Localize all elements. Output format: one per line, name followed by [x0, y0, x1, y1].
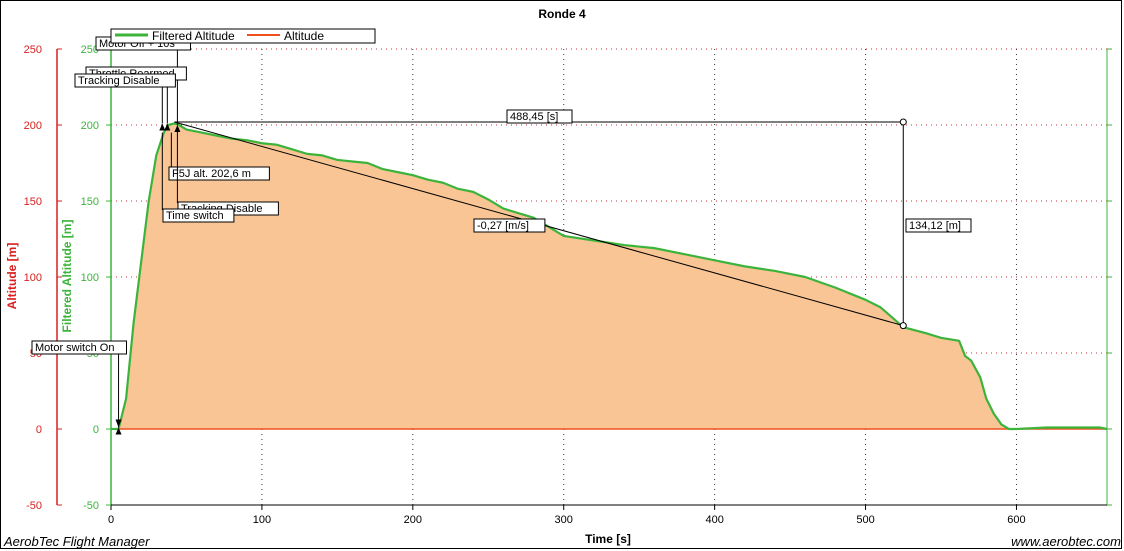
tracking-disable-top-arrow	[159, 123, 166, 131]
y-tick-label-filtered: 250	[81, 44, 99, 56]
y-tick-label-altitude: -50	[26, 500, 42, 512]
x-tick-label: 600	[1007, 514, 1025, 526]
footer-app-name: AerobTec Flight Manager	[4, 534, 150, 549]
y-tick-label-altitude: 0	[36, 424, 42, 436]
y-tick-label-altitude: 100	[24, 272, 42, 284]
label-motor-switch-on: Motor switch On	[31, 340, 127, 355]
label-time-switch-box	[162, 208, 235, 223]
legend-label-filtered: Filtered Altitude	[152, 29, 235, 43]
y-axis-label-altitude: Altitude [m]	[5, 243, 19, 310]
legend-box	[110, 28, 376, 44]
label-f5j-alt: F5J alt. 202,6 m	[168, 166, 270, 181]
label-motor-switch-on-box	[31, 340, 127, 355]
label-f5j-alt-box	[168, 166, 270, 181]
x-tick-label: 400	[705, 514, 723, 526]
label-tracking-disable-top: Tracking Disable	[74, 73, 176, 88]
x-tick-label: 100	[253, 514, 271, 526]
x-tick-label: 300	[555, 514, 573, 526]
measure-point-top	[899, 118, 907, 126]
chart-title: Ronde 4	[538, 7, 586, 21]
throttle-rearmed-arrow	[164, 123, 171, 131]
motor-on-arrowhead	[115, 419, 122, 428]
label-time-switch: Time switch	[162, 208, 235, 223]
y-tick-label-filtered: 200	[81, 120, 99, 132]
y-tick-label-altitude: 150	[24, 196, 42, 208]
y-tick-label-filtered: -50	[83, 500, 99, 512]
x-tick-label: 200	[404, 514, 422, 526]
label-slope-box	[473, 218, 546, 233]
footer-website: www.aerobtec.com	[1011, 534, 1121, 549]
label-tracking-disable-top-box	[74, 73, 176, 88]
label-f5j-alt-text: F5J alt. 202,6 m	[172, 168, 251, 180]
label-tracking-disable-top-text: Tracking Disable	[78, 75, 160, 87]
y-axis-label-filtered: Filtered Altitude [m]	[60, 220, 74, 333]
label-duration-text: 488,45 [s]	[510, 111, 558, 123]
label-motor-switch-on-text: Motor switch On	[35, 342, 114, 354]
axes: 0100200300400500600-50-50005050100100150…	[24, 44, 1112, 526]
legend-label-altitude: Altitude	[284, 29, 324, 43]
legend: Filtered Altitude Altitude	[110, 28, 376, 44]
x-axis-label: Time [s]	[585, 532, 631, 546]
label-height-box	[905, 218, 972, 233]
motor-off-arrow	[174, 125, 181, 132]
y-tick-label-filtered: 0	[93, 424, 99, 436]
y-tick-label-filtered: 100	[81, 272, 99, 284]
label-height: 134,12 [m]	[905, 218, 972, 233]
filtered-altitude-line	[111, 122, 1108, 431]
altitude-area	[111, 123, 1107, 429]
y-tick-label-filtered: 150	[81, 196, 99, 208]
label-duration-box	[506, 109, 573, 124]
label-duration: 488,45 [s]	[506, 109, 573, 124]
y-tick-label-altitude: 200	[24, 120, 42, 132]
measure-point-bottom	[899, 322, 907, 330]
motor-on-arrow	[115, 427, 122, 435]
y-tick-label-altitude: 250	[24, 44, 42, 56]
label-height-text: 134,12 [m]	[909, 220, 961, 232]
label-slope-text: -0,27 [m/s]	[477, 220, 529, 232]
label-slope: -0,27 [m/s]	[473, 218, 546, 233]
x-tick-label: 0	[108, 514, 114, 526]
label-time-switch-text: Time switch	[166, 210, 224, 222]
x-tick-label: 500	[856, 514, 874, 526]
